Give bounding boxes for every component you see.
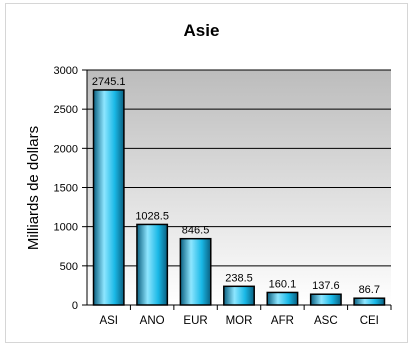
x-tick-label: EUR [183, 315, 207, 327]
bar-afr [266, 291, 299, 306]
data-labels: 2745.1 1028.5 846.5 238.5 160.1 137.6 86.7 [92, 76, 380, 296]
y-tick-label: 0 [72, 300, 78, 312]
data-label: 2745.1 [92, 76, 126, 88]
y-axis-label: Milliards de dollars [25, 126, 42, 250]
x-tick-label: ANO [140, 315, 165, 327]
data-label: 137.6 [312, 280, 340, 292]
x-tick-label: AFR [271, 315, 294, 327]
data-label: 160.1 [269, 278, 297, 290]
y-tick-label: 1000 [54, 222, 78, 234]
bar-eur [179, 237, 212, 306]
bar-ano [136, 223, 169, 306]
chart-title: Asie [183, 21, 220, 40]
y-tick-label: 2500 [54, 104, 78, 116]
y-tick-label: 2000 [54, 143, 78, 155]
bars [92, 89, 386, 306]
x-tick-label: MOR [226, 315, 253, 327]
data-label: 86.7 [359, 284, 380, 296]
bar-asc [309, 293, 342, 306]
bar-asi [92, 89, 125, 306]
y-tick-label: 1500 [54, 183, 78, 195]
x-axis: ASI ANO EUR MOR AFR ASC CEI [87, 304, 392, 327]
x-tick-label: ASC [314, 315, 338, 327]
y-tick-label: 3000 [54, 65, 78, 77]
data-label: 1028.5 [135, 210, 169, 222]
y-tick-label: 500 [60, 261, 78, 273]
x-tick-label: CEI [360, 315, 379, 327]
bar-cei [353, 297, 386, 306]
data-label: 846.5 [182, 225, 210, 237]
y-axis: 0 500 1000 1500 2000 2500 3000 [54, 65, 88, 312]
bar-mor [223, 285, 255, 306]
data-label: 238.5 [225, 272, 253, 284]
x-tick-label: ASI [99, 315, 118, 327]
